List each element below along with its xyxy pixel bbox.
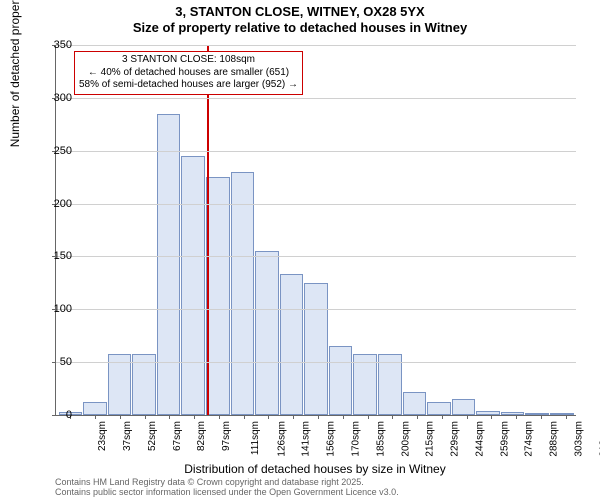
x-tickmark bbox=[293, 415, 294, 419]
x-tickmark bbox=[120, 415, 121, 419]
x-tick-label: 303sqm bbox=[573, 421, 584, 457]
x-tick-label: 52sqm bbox=[147, 421, 158, 451]
bar bbox=[304, 283, 328, 415]
annotation-line-3: 58% of semi-detached houses are larger (… bbox=[79, 79, 298, 92]
x-tick-label: 259sqm bbox=[499, 421, 510, 457]
x-tick-label: 185sqm bbox=[375, 421, 386, 457]
x-tick-label: 126sqm bbox=[276, 421, 287, 457]
footer: Contains HM Land Registry data © Crown c… bbox=[55, 478, 399, 498]
x-tickmark bbox=[194, 415, 195, 419]
y-tick-label: 350 bbox=[42, 39, 72, 51]
footer-line-2: Contains public sector information licen… bbox=[55, 488, 399, 498]
x-tickmark bbox=[491, 415, 492, 419]
bar bbox=[550, 413, 574, 415]
y-tick-label: 250 bbox=[42, 145, 72, 157]
title-block: 3, STANTON CLOSE, WITNEY, OX28 5YX Size … bbox=[0, 4, 600, 35]
x-tick-label: 111sqm bbox=[250, 421, 261, 455]
annotation-box: 3 STANTON CLOSE: 108sqm ← 40% of detache… bbox=[74, 51, 303, 95]
x-tick-label: 23sqm bbox=[97, 421, 108, 451]
bar bbox=[525, 413, 549, 415]
x-tickmark bbox=[566, 415, 567, 419]
x-tickmark bbox=[417, 415, 418, 419]
x-tickmark bbox=[343, 415, 344, 419]
gridline bbox=[56, 98, 576, 99]
bar bbox=[206, 177, 230, 415]
gridline bbox=[56, 151, 576, 152]
x-tickmark bbox=[145, 415, 146, 419]
x-tick-label: 156sqm bbox=[326, 421, 337, 457]
x-tickmark bbox=[268, 415, 269, 419]
bars-group bbox=[56, 45, 576, 415]
x-tickmark bbox=[541, 415, 542, 419]
y-tick-label: 150 bbox=[42, 250, 72, 262]
bar bbox=[255, 251, 279, 415]
x-tickmark bbox=[442, 415, 443, 419]
x-tick-label: 200sqm bbox=[400, 421, 411, 457]
gridline bbox=[56, 204, 576, 205]
x-tick-label: 97sqm bbox=[221, 421, 232, 451]
x-tick-label: 244sqm bbox=[474, 421, 485, 457]
x-tick-label: 67sqm bbox=[172, 421, 183, 451]
gridline bbox=[56, 362, 576, 363]
bar bbox=[231, 172, 255, 415]
bar bbox=[280, 274, 304, 415]
x-tick-label: 37sqm bbox=[122, 421, 133, 451]
bar bbox=[157, 114, 181, 415]
x-tick-label: 170sqm bbox=[351, 421, 362, 457]
chart-container: 3, STANTON CLOSE, WITNEY, OX28 5YX Size … bbox=[0, 0, 600, 500]
bar bbox=[427, 402, 451, 415]
x-tickmark bbox=[169, 415, 170, 419]
bar bbox=[83, 402, 107, 415]
title-line-2: Size of property relative to detached ho… bbox=[0, 20, 600, 35]
gridline bbox=[56, 256, 576, 257]
bar bbox=[329, 346, 353, 415]
title-line-1: 3, STANTON CLOSE, WITNEY, OX28 5YX bbox=[0, 4, 600, 19]
x-axis-label: Distribution of detached houses by size … bbox=[55, 462, 575, 476]
y-tick-label: 300 bbox=[42, 92, 72, 104]
x-tickmark bbox=[95, 415, 96, 419]
x-tickmark bbox=[368, 415, 369, 419]
gridline bbox=[56, 309, 576, 310]
x-tickmark bbox=[467, 415, 468, 419]
y-tick-label: 50 bbox=[42, 356, 72, 368]
y-tick-label: 0 bbox=[42, 409, 72, 421]
plot-area: 3 STANTON CLOSE: 108sqm ← 40% of detache… bbox=[55, 45, 576, 416]
x-tickmark bbox=[244, 415, 245, 419]
bar bbox=[181, 156, 205, 415]
gridline bbox=[56, 45, 576, 46]
x-tick-label: 141sqm bbox=[301, 421, 312, 457]
bar bbox=[452, 399, 476, 415]
bar bbox=[476, 411, 500, 415]
y-tick-label: 100 bbox=[42, 303, 72, 315]
annotation-line-1: 3 STANTON CLOSE: 108sqm bbox=[79, 54, 298, 67]
x-tick-label: 215sqm bbox=[425, 421, 436, 457]
x-tickmark bbox=[392, 415, 393, 419]
x-tick-label: 288sqm bbox=[549, 421, 560, 457]
x-tick-label: 229sqm bbox=[450, 421, 461, 457]
x-tick-label: 274sqm bbox=[524, 421, 535, 457]
y-tick-label: 200 bbox=[42, 198, 72, 210]
bar bbox=[403, 392, 427, 415]
x-tickmark bbox=[516, 415, 517, 419]
bar bbox=[501, 412, 525, 415]
x-tickmark bbox=[318, 415, 319, 419]
x-tickmark bbox=[219, 415, 220, 419]
y-axis-label: Number of detached properties bbox=[8, 0, 22, 147]
x-tick-label: 82sqm bbox=[196, 421, 207, 451]
reference-line bbox=[207, 45, 209, 415]
annotation-line-2: ← 40% of detached houses are smaller (65… bbox=[79, 67, 298, 80]
